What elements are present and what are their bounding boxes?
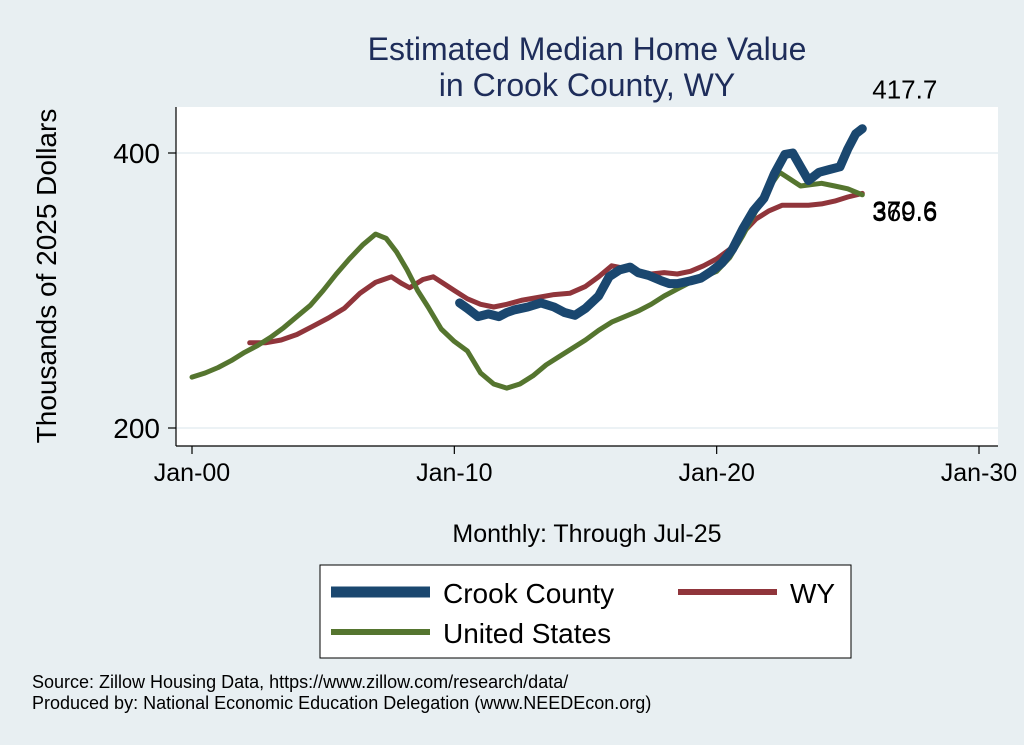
x-tick-label-jan-30: Jan-30: [941, 459, 1017, 487]
y-tick-label-200: 200: [113, 413, 160, 444]
legend-box: [319, 564, 852, 659]
series-line-wy: [247, 190, 865, 346]
legend-label-crook-county: Crook County: [443, 578, 614, 609]
x-tick-label-jan-00: Jan-00: [154, 459, 230, 487]
legend-label-united-states: United States: [443, 618, 611, 649]
legend-label-wy: WY: [790, 578, 835, 609]
end-label-crook-county: 417.7: [872, 75, 937, 105]
end-label-wy: 370.6: [872, 195, 937, 225]
series-line-crook-county: [455, 124, 867, 322]
x-ticks: Jan-00 Jan-10 Jan-20 Jan-30: [154, 446, 1017, 487]
plot-area: [176, 107, 998, 446]
series-layer: [189, 124, 867, 391]
x-tick-label-jan-10: Jan-10: [416, 459, 492, 487]
legend: Crook County WY United States: [319, 564, 852, 659]
x-tick-label-jan-20: Jan-20: [678, 459, 754, 487]
chart-title-line2: in Crook County, WY: [439, 67, 735, 103]
x-axis-label: Monthly: Through Jul-25: [452, 520, 721, 548]
source-note: Source: Zillow Housing Data, https://www…: [32, 672, 568, 692]
y-ticks: 200 400: [113, 138, 176, 444]
chart-title-line1: Estimated Median Home Value: [368, 31, 807, 67]
end-label-united-states: 369.6: [872, 197, 937, 227]
producer-note: Produced by: National Economic Education…: [32, 693, 651, 713]
gridlines: [176, 152, 998, 429]
y-axis-label: Thousands of 2025 Dollars: [31, 109, 62, 444]
y-tick-label-400: 400: [113, 138, 160, 169]
